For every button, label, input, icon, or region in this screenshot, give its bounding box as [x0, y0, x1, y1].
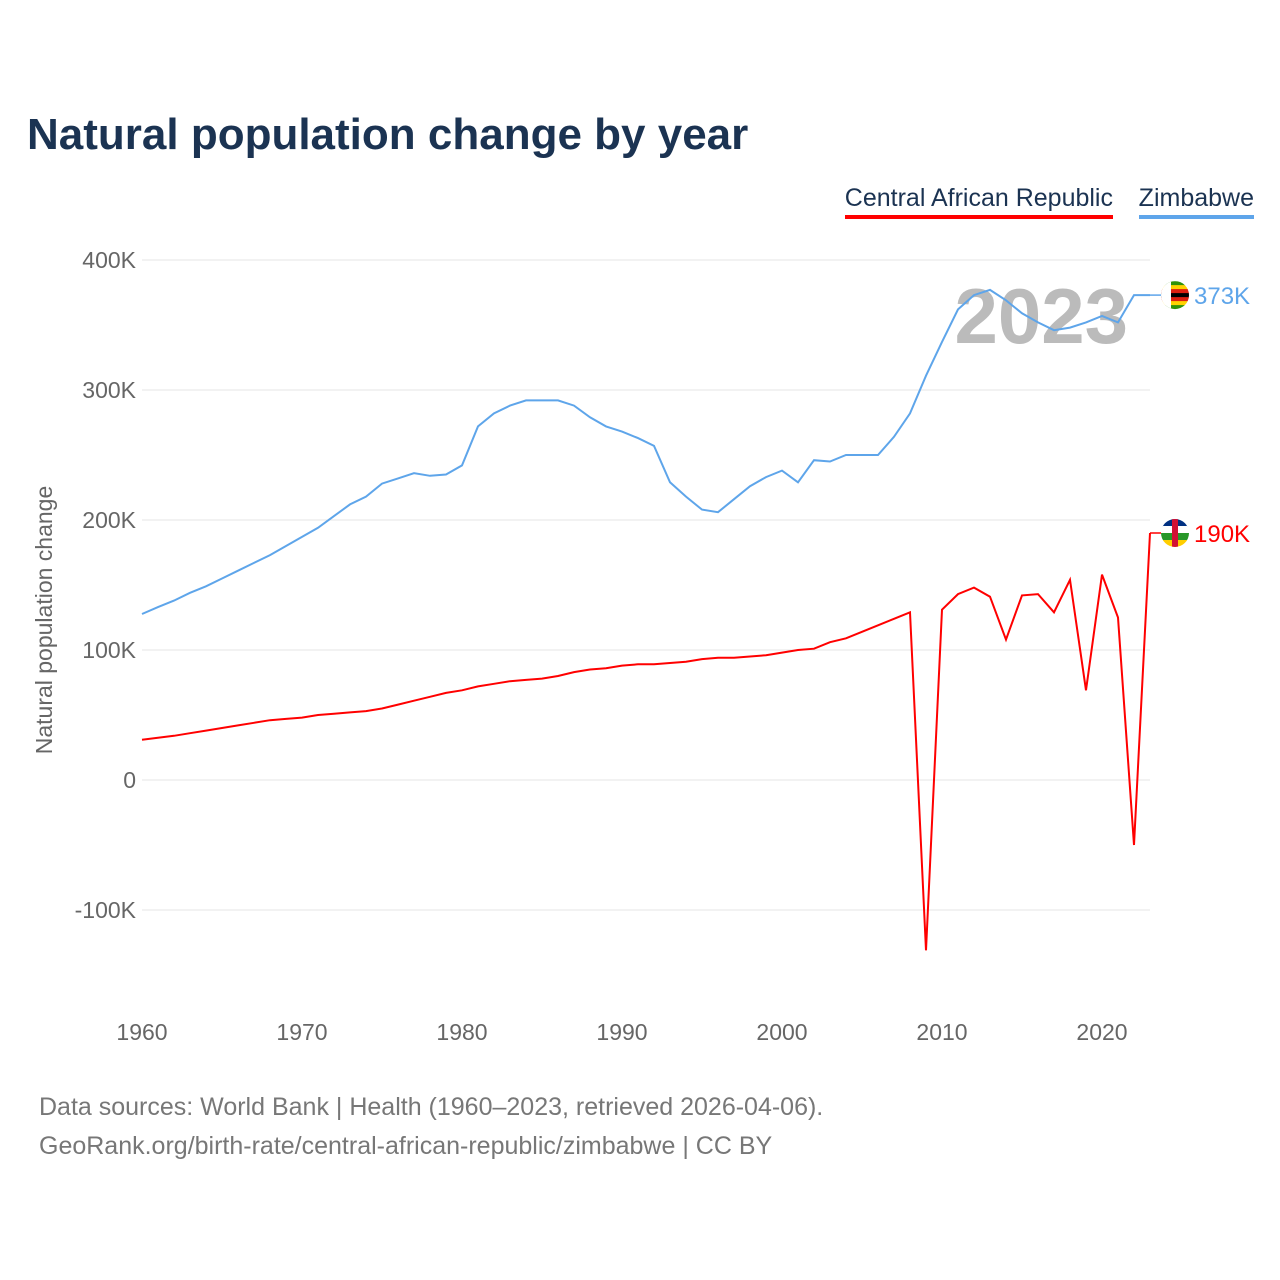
x-tick-label: 1990	[596, 1019, 647, 1045]
footer-link[interactable]: GeoRank.org/birth-rate/central-african-r…	[39, 1132, 773, 1160]
y-tick-label: 200K	[82, 507, 136, 533]
zimbabwe-flag-icon	[1161, 281, 1189, 310]
series-line-zimbabwe	[141, 288, 1150, 615]
x-tick-label: 1970	[276, 1019, 327, 1045]
y-tick-label: 0	[123, 767, 136, 793]
x-tick-label: 1980	[436, 1019, 487, 1045]
year-overlay: 2023	[954, 272, 1128, 360]
chart-title: Natural population change by year	[27, 110, 749, 159]
end-value-label: 373K	[1194, 283, 1250, 310]
series-line-central-african-republic	[141, 532, 1151, 951]
footer-sources: Data sources: World Bank | Health (1960–…	[39, 1093, 824, 1121]
x-tick-label: 1960	[116, 1019, 167, 1045]
y-tick-label: 100K	[82, 637, 136, 663]
legend-central-african-republic[interactable]: Central African Republic	[844, 184, 1113, 219]
end-value-label: 190K	[1194, 521, 1250, 548]
y-tick-label: 400K	[82, 247, 136, 273]
y-tick-label: -100K	[75, 897, 137, 923]
central-african-republic-flag-icon	[1161, 519, 1189, 547]
legend-zimbabwe[interactable]: Zimbabwe	[1138, 184, 1254, 219]
x-tick-label: 2000	[756, 1019, 807, 1045]
x-tick-label: 2010	[916, 1019, 967, 1045]
y-axis-label: Natural population change	[31, 486, 57, 755]
footer: Data sources: World Bank | Health (1960–…	[39, 1088, 823, 1166]
y-tick-label: 300K	[82, 377, 136, 403]
x-tick-label: 2020	[1076, 1019, 1127, 1045]
